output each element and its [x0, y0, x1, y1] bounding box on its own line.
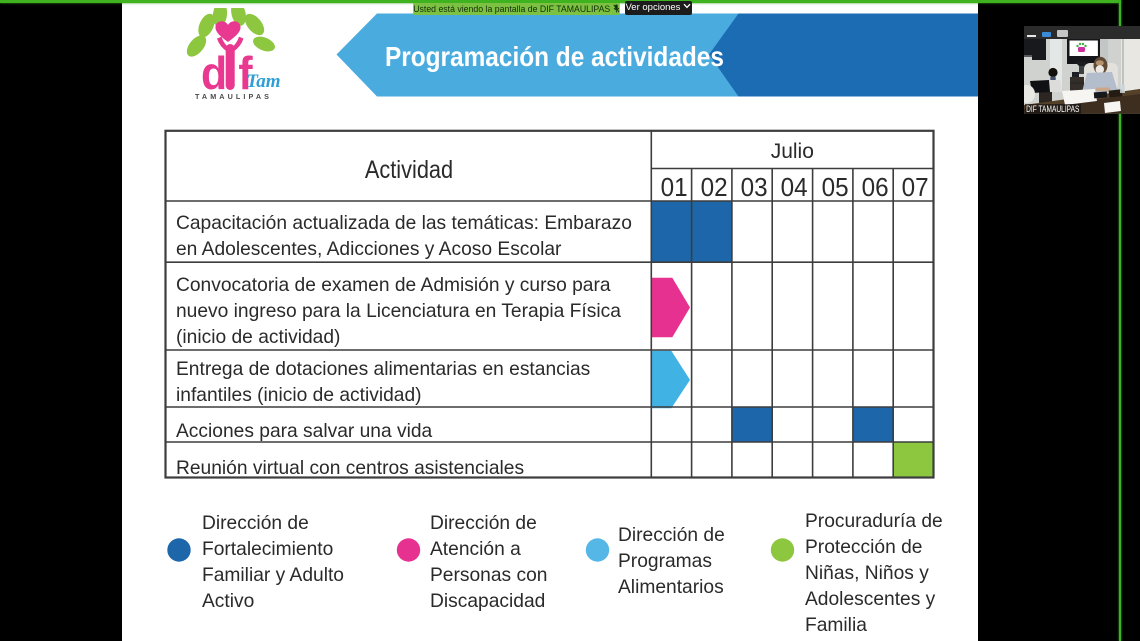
svg-text:f: f	[238, 49, 252, 100]
svg-text:DIF TAMAULIPAS: DIF TAMAULIPAS	[1027, 104, 1080, 114]
svg-text:TAMAULIPAS: TAMAULIPAS	[195, 92, 272, 101]
svg-text:Tam: Tam	[246, 71, 280, 92]
svg-text:d: d	[201, 49, 227, 100]
